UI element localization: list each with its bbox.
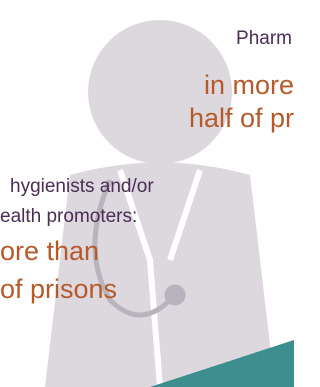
stat-text: ore than xyxy=(0,236,99,266)
label-text: ealth promoters: xyxy=(0,206,137,227)
stat-text: half of pr xyxy=(189,103,294,133)
label-text: Pharm xyxy=(236,28,292,49)
label-text: hygienists and/or xyxy=(10,176,154,197)
infographic: Pharm in more half of pr hygienists and/… xyxy=(0,0,294,387)
stat-text: in more xyxy=(204,70,294,100)
stat-text: of prisons xyxy=(0,274,117,304)
